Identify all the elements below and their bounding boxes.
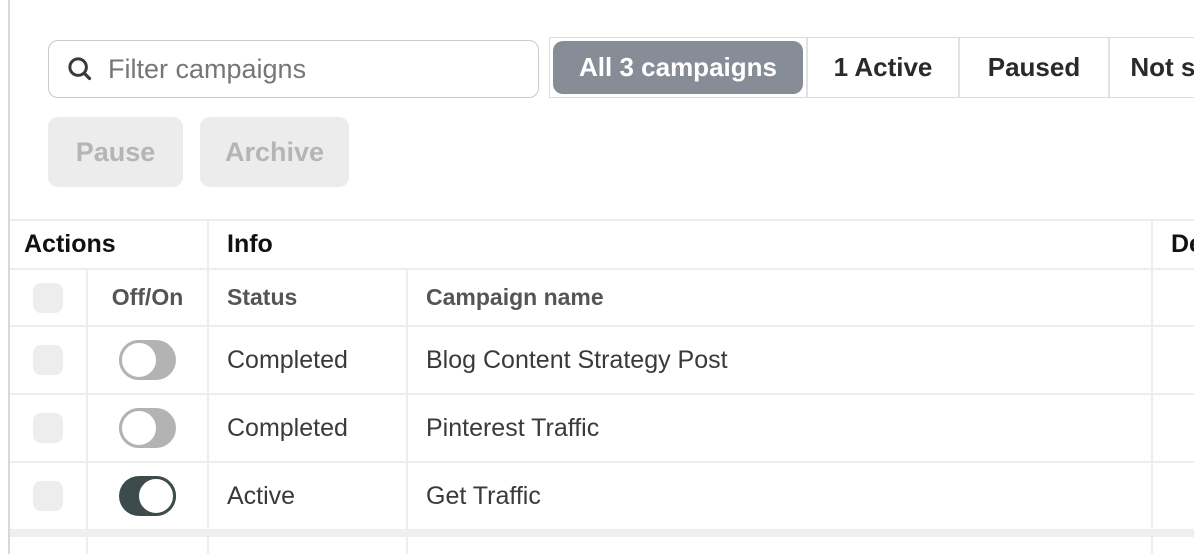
- tab-paused[interactable]: Paused: [958, 38, 1108, 97]
- column-header-off-on: Off/On: [88, 270, 209, 325]
- delivery-cell: [1153, 327, 1194, 393]
- row-toggle-cell: [88, 327, 209, 393]
- tab-all-campaigns[interactable]: All 3 campaigns: [553, 41, 803, 94]
- tab-label: 1 Active: [833, 52, 933, 82]
- column-header-campaign-name: Campaign name: [408, 270, 1153, 325]
- campaign-status: Active: [209, 463, 408, 529]
- toggle-knob: [119, 340, 159, 380]
- campaign-off-on-toggle[interactable]: [119, 408, 176, 448]
- table-section-gap: [10, 530, 1194, 537]
- tab-label: Not started: [1130, 52, 1194, 82]
- tab-not-started[interactable]: Not started: [1108, 38, 1194, 97]
- row-toggle-cell: [88, 463, 209, 529]
- campaign-off-on-toggle[interactable]: [119, 476, 176, 516]
- row-checkbox[interactable]: [33, 345, 63, 375]
- campaign-status: [209, 537, 408, 554]
- table-column-header-row: Off/On Status Campaign name: [10, 270, 1194, 327]
- page-left-border: [8, 0, 10, 554]
- campaign-filter-box: [48, 40, 539, 98]
- group-header-delivery: Delivery: [1171, 230, 1194, 258]
- filter-campaigns-input[interactable]: [108, 53, 508, 85]
- table-row: Completed Blog Content Strategy Post: [10, 327, 1194, 395]
- delivery-cell: [1153, 395, 1194, 461]
- group-header-actions: Actions: [10, 221, 209, 268]
- campaign-name: [408, 537, 1153, 554]
- select-all-cell: [10, 270, 88, 325]
- toggle-knob: [119, 408, 159, 448]
- row-toggle-cell: [88, 395, 209, 461]
- row-select-cell: [10, 463, 88, 529]
- row-checkbox[interactable]: [33, 481, 63, 511]
- select-all-checkbox[interactable]: [33, 282, 63, 313]
- column-header-status: Status: [209, 270, 408, 325]
- campaign-status: Completed: [209, 327, 408, 393]
- row-checkbox[interactable]: [33, 413, 63, 443]
- pause-button[interactable]: Pause: [48, 117, 183, 187]
- search-icon: [65, 54, 95, 84]
- row-select-cell: [10, 537, 88, 554]
- row-select-cell: [10, 395, 88, 461]
- tab-label: All 3 campaigns: [579, 52, 777, 82]
- delivery-cell: [1153, 537, 1194, 554]
- tab-active[interactable]: 1 Active: [806, 38, 958, 97]
- group-header-info: Info: [209, 221, 1153, 268]
- campaign-status-tabs: All 3 campaigns 1 Active Paused Not star…: [549, 37, 1194, 98]
- campaign-off-on-toggle[interactable]: [119, 340, 176, 380]
- next-row-partial: [10, 537, 1194, 554]
- table-group-header-row: Actions Info Delivery: [10, 221, 1194, 270]
- campaigns-table: Actions Info Delivery Off/On Status Camp…: [10, 219, 1194, 531]
- column-header-delivery-spacer: [1153, 270, 1194, 325]
- row-select-cell: [10, 327, 88, 393]
- table-row: Completed Pinterest Traffic: [10, 395, 1194, 463]
- campaign-status: Completed: [209, 395, 408, 461]
- toggle-knob: [136, 476, 176, 516]
- table-row: Active Get Traffic: [10, 463, 1194, 531]
- archive-button[interactable]: Archive: [200, 117, 349, 187]
- delivery-cell: [1153, 463, 1194, 529]
- campaign-name[interactable]: Get Traffic: [408, 463, 1153, 529]
- campaign-name[interactable]: Pinterest Traffic: [408, 395, 1153, 461]
- campaign-name[interactable]: Blog Content Strategy Post: [408, 327, 1153, 393]
- tab-label: Paused: [987, 52, 1081, 82]
- row-toggle-cell: [88, 537, 209, 554]
